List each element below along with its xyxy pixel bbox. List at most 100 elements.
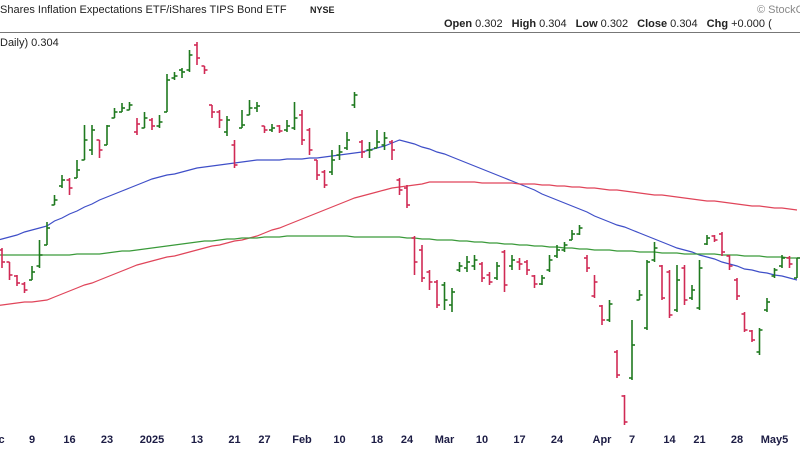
x-tick-label: 9 xyxy=(29,434,35,446)
ohlc-bar xyxy=(524,260,530,275)
ohlc-bar xyxy=(696,260,703,310)
ohlc-bar xyxy=(501,250,508,292)
plot-area xyxy=(0,42,800,425)
moving-average xyxy=(0,139,798,281)
x-tick-label: 17 xyxy=(513,434,525,446)
moving-average xyxy=(0,235,797,259)
ohlc-bar xyxy=(419,245,425,282)
ohlc-bar xyxy=(366,142,373,158)
ohlc-bar xyxy=(269,124,275,132)
x-tick-label: 18 xyxy=(371,434,383,446)
ohlc-bar xyxy=(771,268,778,278)
ohlc-bar xyxy=(126,102,133,111)
ohlc-bar xyxy=(336,145,343,160)
chart-title: Shares Inflation Expectations ETF/iShare… xyxy=(0,4,287,16)
ohlc-bar xyxy=(404,185,410,208)
x-tick-label: 28 xyxy=(731,434,743,446)
ohlc-bar xyxy=(749,330,755,342)
ohlc-bar xyxy=(486,272,493,285)
x-tick-label: 24 xyxy=(401,434,414,446)
ohlc-bar xyxy=(441,282,448,310)
ohlc-bar xyxy=(794,257,800,279)
x-tick-label: Feb xyxy=(292,434,312,446)
exchange: NYSE xyxy=(310,5,335,15)
ohlc-bar xyxy=(569,230,575,241)
ohlc-bar xyxy=(6,261,13,280)
ohlc-bar xyxy=(239,110,245,129)
ohlc-bar xyxy=(539,275,545,285)
ohlc-bar xyxy=(516,258,523,270)
ohlc-bar xyxy=(576,225,583,235)
ohlc-bar xyxy=(434,280,440,308)
ohlc-bar xyxy=(659,265,665,300)
ohlc-bar xyxy=(674,265,680,312)
ohlc-bar xyxy=(546,255,553,272)
x-tick-label: 10 xyxy=(476,434,488,446)
quote-label: Low xyxy=(575,18,598,30)
ohlc-bar xyxy=(449,288,455,312)
ohlc-bar xyxy=(734,278,740,300)
x-tick-label: 14 xyxy=(663,434,676,446)
ohlc-bar xyxy=(171,72,178,80)
header: Shares Inflation Expectations ETF/iShare… xyxy=(0,0,800,33)
ohlc-bar xyxy=(306,128,313,155)
ohlc-bar xyxy=(389,140,395,160)
ohlc-bar xyxy=(51,195,58,206)
ohlc-bar xyxy=(156,115,163,128)
ohlc-bar xyxy=(689,285,695,300)
ohlc-bar xyxy=(374,130,380,149)
ohlc-bar xyxy=(224,116,230,136)
ohlc-bar xyxy=(216,110,223,128)
x-tick-label: 21 xyxy=(693,434,705,446)
ohlc-bar xyxy=(179,68,185,78)
ohlc-bar xyxy=(149,118,155,130)
ohlc-bar xyxy=(606,300,613,322)
ohlc-bar xyxy=(44,222,50,246)
x-tick-label: 2025 xyxy=(140,434,164,446)
ohlc-bar xyxy=(396,178,403,195)
ohlc-bar xyxy=(111,108,118,119)
copyright: © StockCh xyxy=(757,4,800,16)
ohlc-bar xyxy=(59,175,65,188)
quote-value: 0.302 xyxy=(600,18,629,30)
ohlc-bar xyxy=(561,242,568,252)
ohlc-bar xyxy=(134,118,140,135)
ohlc-bar xyxy=(479,262,485,282)
ohlc-bar xyxy=(246,100,253,116)
ohlc-bar xyxy=(584,255,590,272)
ohlc-bar xyxy=(36,240,43,268)
ohlc-bar xyxy=(201,65,208,74)
ohlc-bar xyxy=(351,92,358,108)
ohlc-bar xyxy=(261,125,268,133)
ohlc-bar xyxy=(299,110,305,145)
ohlc-bar xyxy=(119,103,125,113)
ohlc-bar xyxy=(651,242,658,262)
ohlc-bar xyxy=(636,290,643,301)
ohlc-bar xyxy=(186,50,193,72)
ohlc-bar xyxy=(14,275,20,286)
ohlc-bar xyxy=(494,262,500,280)
quote-label: Open xyxy=(444,18,473,30)
x-tick-label: 10 xyxy=(333,434,345,446)
ohlc-bar xyxy=(0,248,5,268)
ohlc-bar xyxy=(666,270,673,318)
ohlc-bar xyxy=(629,320,635,380)
x-tick-label: Apr xyxy=(593,434,613,446)
ohlc-bar xyxy=(381,132,388,150)
ohlc-bar xyxy=(104,125,110,146)
ohlc-bar xyxy=(231,140,238,168)
quote-label: Close xyxy=(637,18,668,30)
ohlc-bar xyxy=(621,395,628,425)
ohlc-bar xyxy=(344,132,350,150)
ohlc-bar xyxy=(554,245,560,258)
ohlc-bar xyxy=(276,125,283,133)
ohlc-bar xyxy=(786,256,793,268)
ohlc-bar xyxy=(509,255,515,270)
x-tick-label: 16 xyxy=(63,434,75,446)
legend-label: Daily) 0.304 xyxy=(0,37,59,49)
ohlc-bar xyxy=(291,102,298,130)
quote-value: +0.000 ( xyxy=(731,18,772,30)
ohlc-bar xyxy=(164,74,170,113)
x-tick-label: Dec xyxy=(0,434,5,446)
